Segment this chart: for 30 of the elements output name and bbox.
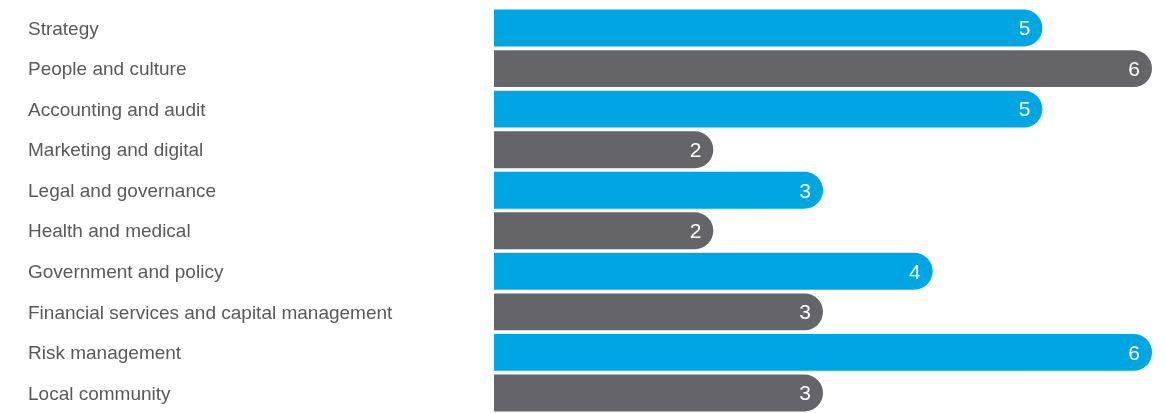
data-label: 5 bbox=[1018, 16, 1031, 40]
data-label: 3 bbox=[799, 178, 811, 202]
bar bbox=[494, 90, 1043, 128]
data-label: 6 bbox=[1128, 340, 1140, 364]
y-tick-label: Strategy bbox=[28, 17, 100, 39]
data-label: 5 bbox=[1018, 97, 1031, 121]
y-tick-label: Financial services and capital management bbox=[28, 301, 394, 323]
bar bbox=[494, 212, 714, 250]
data-label: 2 bbox=[689, 219, 702, 243]
data-label: 3 bbox=[799, 300, 811, 324]
data-label: 4 bbox=[908, 259, 921, 283]
bar bbox=[494, 171, 823, 209]
y-tick-label: Risk management bbox=[28, 342, 182, 364]
data-label: 6 bbox=[1128, 56, 1140, 80]
bar bbox=[494, 131, 714, 169]
y-tick-label: Accounting and audit bbox=[28, 98, 207, 120]
bar bbox=[494, 9, 1043, 47]
y-tick-label: Health and medical bbox=[28, 220, 191, 242]
y-tick-label: Local community bbox=[28, 382, 172, 404]
y-tick-label: Government and policy bbox=[28, 260, 224, 282]
y-tick-label: People and culture bbox=[28, 58, 187, 80]
bar bbox=[494, 252, 933, 290]
y-tick-label: Legal and governance bbox=[28, 179, 217, 201]
bar bbox=[494, 374, 823, 412]
data-label: 2 bbox=[689, 138, 702, 162]
y-tick-label: Marketing and digital bbox=[28, 139, 204, 161]
bar bbox=[494, 50, 1152, 88]
data-label: 3 bbox=[799, 381, 811, 405]
bar bbox=[494, 293, 823, 331]
bar bbox=[494, 333, 1152, 371]
